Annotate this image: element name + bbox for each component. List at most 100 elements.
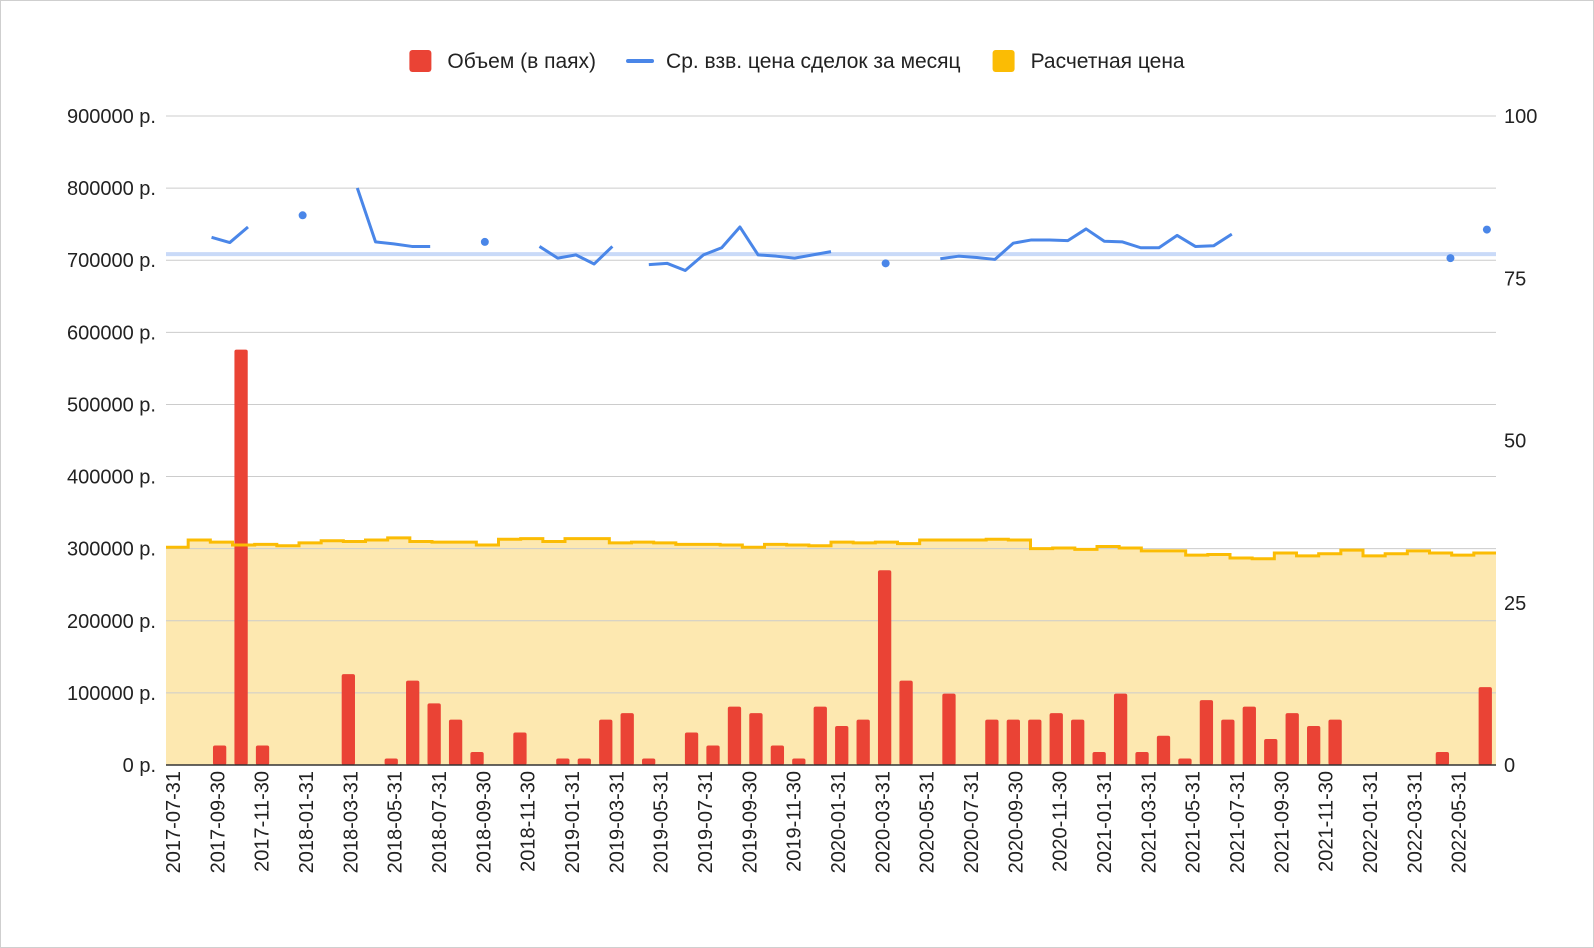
- legend-item-calc_price: Расчетная цена: [992, 50, 1185, 73]
- volume-bar: [1478, 687, 1492, 765]
- avg-price-point: [1482, 225, 1491, 234]
- x-axis-tick-label: 2018-01-31: [296, 771, 318, 873]
- volume-bar: [942, 693, 956, 765]
- volume-bar: [384, 758, 398, 765]
- volume-bar: [642, 758, 656, 765]
- avg-price-point: [298, 211, 307, 220]
- calc-price-line-layer: [166, 536, 1496, 561]
- x-axis-tick-label: 2021-01-31: [1094, 771, 1116, 873]
- volume-bar: [877, 570, 892, 765]
- avg-price-line-segment: [940, 227, 1233, 261]
- left-axis-tick-label: 500000 р.: [67, 394, 156, 416]
- volume-bar: [1307, 726, 1321, 765]
- left-axis-tick-label: 0 р.: [123, 755, 156, 777]
- volume-bars: [212, 349, 1492, 765]
- x-axis-tick-label: 2021-09-30: [1271, 771, 1293, 873]
- right-axis-labels: 0 25 50 75 100: [1504, 106, 1537, 777]
- volume-bar: [1328, 719, 1342, 765]
- volume-bar: [470, 752, 484, 765]
- volume-bar: [341, 674, 355, 765]
- legend-swatch: [409, 50, 432, 72]
- x-axis-tick-label: 2022-01-31: [1360, 771, 1382, 873]
- volume-bar: [985, 719, 999, 765]
- x-axis-tick-label: 2019-09-30: [739, 771, 761, 873]
- volume-bar: [813, 706, 827, 765]
- x-axis-tick-label: 2020-05-31: [917, 771, 939, 873]
- avg-price-line-segment: [211, 225, 249, 245]
- legend-label: Расчетная цена: [1031, 50, 1185, 73]
- volume-bar: [1221, 719, 1235, 765]
- avg-price-line-layer: [211, 187, 1491, 272]
- x-axis-tick-label: 2018-07-31: [429, 771, 451, 873]
- volume-bar: [1135, 752, 1149, 765]
- x-axis-tick-label: 2022-03-31: [1404, 771, 1426, 873]
- legend-label: Ср. взв. цена сделок за месяц: [666, 50, 961, 73]
- volume-bar: [749, 713, 763, 765]
- x-axis-tick-label: 2019-03-31: [606, 771, 628, 873]
- x-axis-tick-label: 2021-05-31: [1183, 771, 1205, 873]
- avg-price-line-segment: [538, 245, 614, 266]
- left-axis-tick-label: 100000 р.: [67, 683, 156, 705]
- volume-bar: [1092, 752, 1106, 765]
- x-axis-tick-label: 2021-07-31: [1227, 771, 1249, 873]
- left-axis-tick-label: 600000 р.: [67, 322, 156, 344]
- right-axis-tick-label: 100: [1504, 106, 1537, 128]
- avg-price-line-segment: [648, 225, 832, 272]
- x-axis-tick-label: 2019-05-31: [651, 771, 673, 873]
- x-axis-tick-label: 2017-09-30: [207, 771, 229, 873]
- volume-bar: [212, 745, 227, 765]
- x-axis-tick-label: 2018-05-31: [385, 771, 407, 873]
- legend: Объем (в паях) Ср. взв. цена сделок за ме…: [409, 50, 1185, 73]
- x-axis-tick-label: 2019-07-31: [695, 771, 717, 873]
- avg-price-line-segment: [355, 187, 431, 248]
- x-axis-tick-label: 2017-11-30: [252, 771, 274, 872]
- left-axis-tick-label: 900000 р.: [67, 106, 156, 128]
- calc-price-area: [166, 537, 1496, 765]
- volume-bar: [556, 758, 570, 765]
- volume-bar: [727, 706, 742, 765]
- volume-bar: [234, 349, 248, 765]
- volume-bar: [406, 680, 420, 765]
- volume-bar: [1113, 693, 1128, 765]
- x-axis-tick-label: 2018-03-31: [340, 771, 362, 873]
- x-axis-tick-label: 2020-03-31: [872, 771, 894, 873]
- volume-bar: [1028, 719, 1042, 765]
- volume-bar: [1264, 739, 1278, 765]
- calc-price-area-layer: [166, 537, 1496, 765]
- volume-bar: [1242, 706, 1256, 765]
- x-axis-tick-label: 2018-11-30: [518, 771, 540, 872]
- volume-bar: [599, 719, 613, 765]
- volume-bar: [1285, 713, 1299, 765]
- right-axis-tick-label: 75: [1504, 268, 1526, 290]
- volume-bar: [1049, 713, 1063, 765]
- x-axis-tick-label: 2020-09-30: [1005, 771, 1027, 873]
- volume-bar: [899, 680, 913, 765]
- x-axis-tick-label: 2019-11-30: [784, 771, 806, 872]
- volume-bar: [856, 719, 870, 765]
- volume-bar: [448, 719, 463, 765]
- volume-bar: [706, 745, 720, 765]
- x-axis-tick-label: 2017-07-31: [163, 771, 185, 873]
- right-axis-tick-label: 25: [1504, 593, 1526, 615]
- right-axis-tick-label: 0: [1504, 755, 1515, 777]
- volume-bar: [1156, 735, 1171, 765]
- volume-bar: [255, 745, 270, 765]
- volume-bar: [684, 732, 699, 765]
- x-axis-tick-label: 2018-09-30: [473, 771, 495, 873]
- legend-swatch: [992, 50, 1015, 72]
- avg-price-point: [480, 237, 489, 246]
- left-axis-tick-label: 300000 р.: [67, 539, 156, 561]
- volume-bar: [792, 758, 806, 765]
- volume-bar: [513, 732, 527, 765]
- x-axis-tick-label: 2020-07-31: [961, 771, 983, 873]
- left-axis-tick-label: 800000 р.: [67, 178, 156, 200]
- x-axis-tick-label: 2021-11-30: [1316, 771, 1338, 872]
- volume-bar: [1435, 752, 1450, 765]
- left-axis-tick-label: 200000 р.: [67, 611, 156, 633]
- volume-bar: [620, 713, 634, 765]
- right-axis-tick-label: 50: [1504, 431, 1526, 453]
- left-axis-tick-label: 400000 р.: [67, 467, 156, 489]
- volume-bar: [1178, 758, 1192, 765]
- avg-price-point: [1446, 254, 1455, 263]
